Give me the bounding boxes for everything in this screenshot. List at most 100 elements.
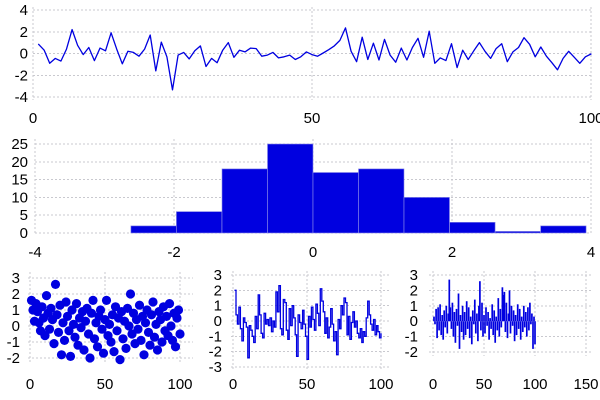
histogram-bar — [221, 168, 268, 234]
y-tick-label: 0 — [410, 313, 418, 330]
noise-grid — [32, 7, 592, 100]
x-tick-label: 50 — [299, 376, 316, 393]
x-tick-label: 0 — [309, 244, 317, 261]
y-tick-label: -2 — [7, 350, 20, 367]
scatter-point — [109, 347, 119, 357]
y-tick-label: 1 — [410, 298, 418, 315]
y-tick-label: 0 — [20, 46, 28, 63]
scatter-point — [37, 302, 47, 312]
scatter-point — [97, 324, 107, 334]
scatter-point — [59, 335, 70, 345]
scatter-point — [173, 305, 184, 315]
y-tick-label: -1 — [209, 328, 222, 345]
scatter-point — [118, 334, 128, 344]
scatter-point — [149, 332, 160, 342]
histogram-bar — [403, 197, 450, 234]
scatter-point — [133, 324, 143, 334]
histogram-bar — [540, 225, 587, 234]
y-tick-label: 1 — [12, 302, 20, 319]
scatter-point — [134, 300, 145, 310]
scatter-point — [64, 326, 74, 336]
scatter-point — [46, 303, 56, 313]
scatter-point — [79, 345, 89, 355]
scatter-point — [92, 342, 103, 352]
x-tick-label: 100 — [522, 376, 547, 393]
histogram-bar — [267, 143, 314, 234]
x-tick-label: 50 — [97, 376, 114, 393]
y-tick-label: 2 — [410, 282, 418, 299]
scatter-point — [53, 327, 64, 337]
scatter-point — [157, 337, 167, 347]
scatter-point — [65, 351, 76, 361]
scatter-point — [76, 323, 86, 333]
panel-noise: 0 50 100 -4 -2 0 2 4 — [15, 2, 600, 127]
y-tick-label: -2 — [209, 344, 222, 361]
scatter-point — [170, 342, 181, 352]
y-tick-label: 20 — [11, 154, 28, 171]
scatter-point — [67, 305, 77, 315]
scatter-point — [112, 326, 122, 336]
y-tick-label: -4 — [15, 89, 28, 106]
scatter-point — [56, 350, 67, 360]
scatter-point — [166, 321, 176, 331]
scatter-point — [104, 319, 115, 329]
x-tick-label: 0 — [26, 376, 34, 393]
y-tick-label: 1 — [214, 298, 222, 315]
scatter-point — [124, 321, 134, 331]
y-tick-label: 10 — [11, 189, 28, 206]
y-tick-label: 4 — [20, 2, 28, 19]
scatter-point — [136, 335, 146, 345]
scatter-point — [62, 311, 73, 321]
y-tick-label: 0 — [20, 225, 28, 242]
scatter-point — [85, 353, 95, 363]
scatter-point — [50, 279, 61, 289]
histogram-bar — [176, 211, 223, 234]
scatter-point — [52, 310, 62, 320]
scatter-point — [146, 310, 157, 320]
y-tick-label: 15 — [11, 172, 28, 189]
x-tick-label: 50 — [304, 110, 321, 127]
y-tick-label: 3 — [12, 270, 20, 287]
scatter-point — [145, 340, 155, 350]
y-tick-label: -2 — [405, 344, 418, 361]
y-tick-label: 3 — [410, 267, 418, 284]
scatter-point — [80, 316, 91, 326]
y-tick-label: -3 — [209, 359, 222, 376]
y-tick-label: 2 — [20, 24, 28, 41]
scatter-point — [70, 332, 80, 342]
scatter-point — [61, 297, 71, 307]
scatter-point — [98, 348, 109, 358]
scatter-point — [58, 318, 68, 328]
scatter-point — [175, 329, 185, 339]
y-tick-label: 3 — [214, 267, 222, 284]
y-tick-label: -1 — [405, 329, 418, 346]
scatter-point — [172, 313, 182, 323]
x-tick-label: -2 — [167, 244, 180, 261]
y-tick-label: 2 — [12, 286, 20, 303]
scatter-point — [125, 289, 136, 299]
scatter-point — [68, 319, 79, 329]
x-tick-label: 100 — [167, 376, 192, 393]
x-tick-label: 2 — [448, 244, 456, 261]
y-tick-label: 25 — [11, 136, 28, 153]
histogram-bar — [312, 172, 359, 234]
scatter-point — [89, 334, 100, 344]
x-tick-label: 0 — [229, 376, 237, 393]
scatter-point — [148, 297, 158, 307]
histogram-bar — [449, 222, 496, 234]
scatter-point — [161, 311, 172, 321]
histogram-bar — [130, 225, 177, 234]
steps-series — [234, 285, 382, 360]
scatter-point — [88, 295, 98, 305]
scatter-point — [44, 324, 55, 334]
steps-grid — [231, 271, 391, 371]
scatter-point — [41, 291, 52, 301]
y-tick-label: -2 — [15, 67, 28, 84]
y-tick-label: 2 — [214, 282, 222, 299]
scatter-point — [49, 339, 59, 349]
